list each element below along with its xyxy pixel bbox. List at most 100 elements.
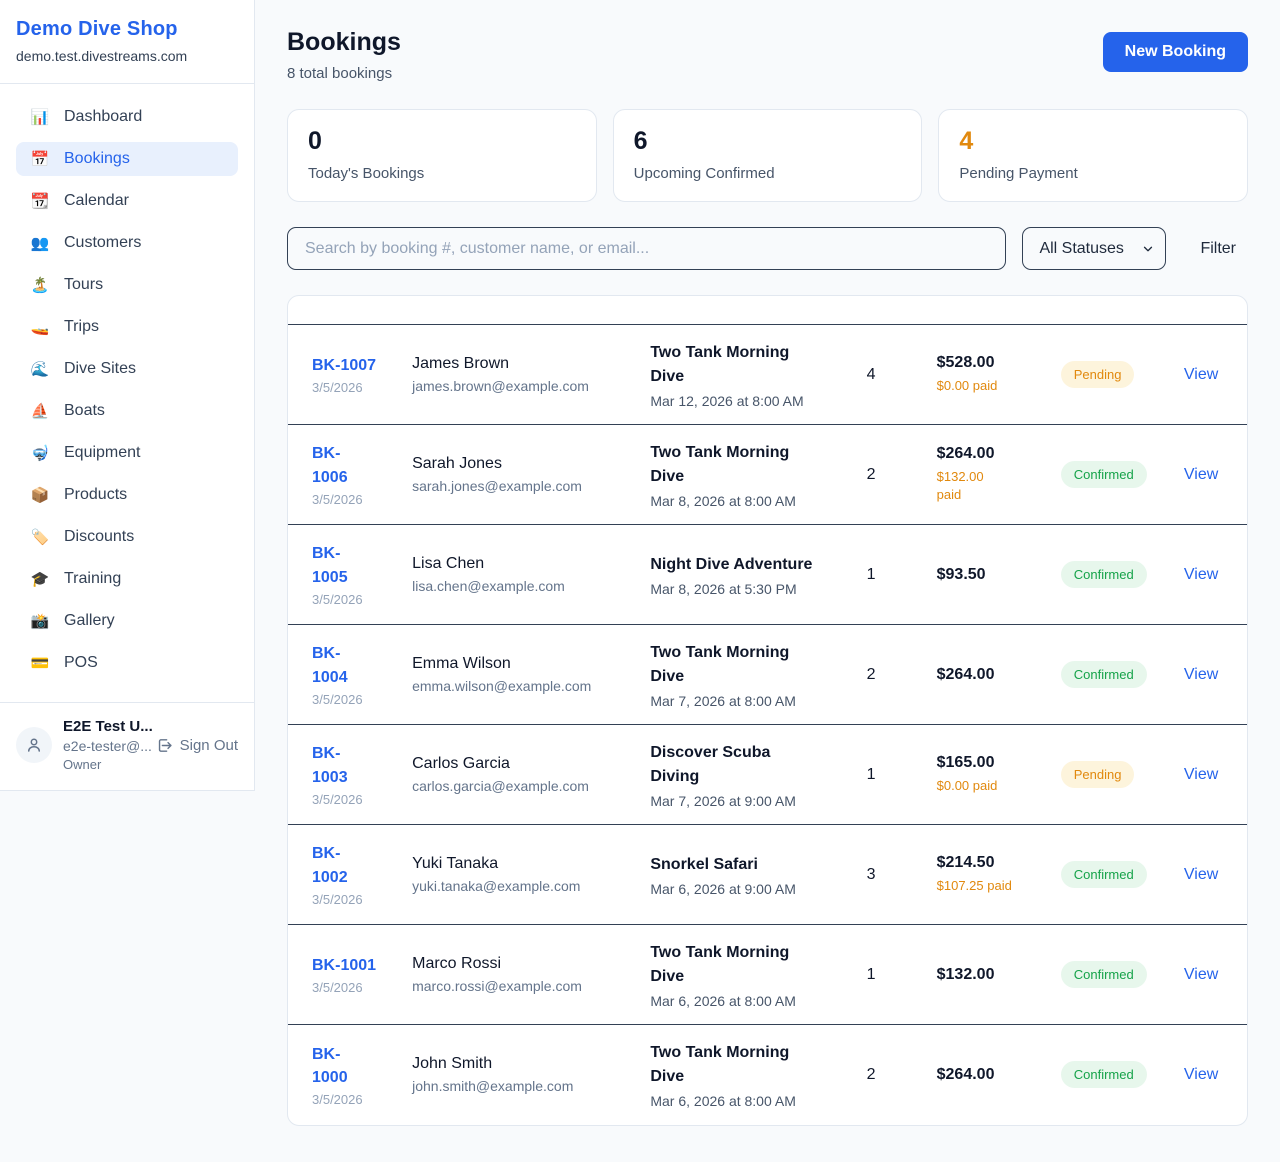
total-amount: $214.50	[936, 853, 995, 871]
calendar-icon: 📆	[30, 192, 50, 210]
booking-cell: BK- 1002 3/5/2026	[288, 825, 400, 925]
booking-id-link[interactable]: BK-1007	[312, 356, 377, 374]
customer-email: marco.rossi@example.com	[412, 978, 582, 994]
sidebar-item-products[interactable]: 📦 Products	[16, 478, 238, 512]
booking-id-link[interactable]: BK- 1006	[312, 445, 348, 486]
column-header	[1048, 296, 1172, 325]
sidebar-item-trips[interactable]: 🚤 Trips	[16, 310, 238, 344]
status-filter-select[interactable]: All Statuses	[1022, 227, 1167, 270]
view-booking-link[interactable]: View	[1183, 665, 1219, 683]
sidebar-item-discounts[interactable]: 🏷️ Discounts	[16, 520, 238, 554]
customer-email: carlos.garcia@example.com	[412, 778, 589, 794]
column-header	[924, 296, 1049, 325]
sidebar-item-label: Dashboard	[64, 108, 143, 125]
view-booking-link[interactable]: View	[1183, 965, 1219, 983]
view-booking-link[interactable]: View	[1183, 1065, 1219, 1083]
paid-amount: $0.00 paid	[936, 377, 998, 393]
bookings-icon: 📅	[30, 150, 50, 168]
sidebar-item-customers[interactable]: 👥 Customers	[16, 226, 238, 260]
customer-cell: Emma Wilson emma.wilson@example.com	[400, 625, 638, 725]
trip-name: Night Dive Adventure	[650, 555, 813, 573]
booking-cell: BK- 1000 3/5/2026	[288, 1025, 400, 1125]
trip-name: Two Tank Morning Dive	[650, 343, 790, 385]
sign-out-button[interactable]: Sign Out	[156, 737, 238, 754]
shop-domain: demo.test.divestreams.com	[16, 48, 188, 64]
trip-name: Two Tank Morning Dive	[650, 1043, 790, 1085]
view-cell: View	[1172, 825, 1247, 925]
booking-id-link[interactable]: BK-1001	[312, 956, 377, 974]
status-cell: Pending	[1049, 725, 1172, 825]
filter-button[interactable]: Filter	[1182, 240, 1248, 258]
total-cell: $264.00	[925, 625, 1049, 725]
booking-created-date: 3/5/2026	[312, 491, 363, 507]
training-icon: 🎓	[30, 570, 50, 588]
booking-id-link[interactable]: BK- 1003	[312, 745, 348, 786]
view-cell: View	[1172, 1025, 1247, 1125]
pax-count: 1	[866, 965, 876, 983]
page-subtitle: 8 total bookings	[287, 65, 393, 82]
table-header-row	[288, 296, 1247, 325]
sidebar-item-tours[interactable]: 🏝️ Tours	[16, 268, 238, 302]
sidebar-item-dive-sites[interactable]: 🌊 Dive Sites	[16, 352, 238, 386]
trip-cell: Two Tank Morning Dive Mar 8, 2026 at 8:0…	[638, 425, 854, 525]
paid-amount: $132.00 paid	[936, 468, 984, 502]
view-booking-link[interactable]: View	[1183, 765, 1219, 783]
trip-cell: Two Tank Morning Dive Mar 7, 2026 at 8:0…	[638, 625, 854, 725]
search-input[interactable]	[287, 227, 1007, 270]
trip-name: Snorkel Safari	[650, 855, 758, 873]
status-badge: Pending	[1060, 361, 1135, 388]
column-header	[854, 296, 925, 325]
status-badge: Confirmed	[1060, 461, 1147, 488]
sidebar-item-equipment[interactable]: 🤿 Equipment	[16, 436, 238, 470]
trip-cell: Two Tank Morning Dive Mar 12, 2026 at 8:…	[638, 325, 854, 425]
user-box: E2E Test U... e2e-tester@... Owner Sign …	[0, 702, 254, 790]
avatar	[16, 727, 52, 764]
sidebar-item-label: Dive Sites	[64, 360, 137, 377]
sidebar-item-label: Tours	[64, 276, 104, 293]
bookings-table-card: BK-1007 3/5/2026 James Brown james.brown…	[287, 295, 1248, 1126]
sidebar-item-training[interactable]: 🎓 Training	[16, 562, 238, 596]
sidebar-item-calendar[interactable]: 📆 Calendar	[16, 184, 238, 218]
status-badge: Confirmed	[1060, 561, 1147, 588]
column-header	[638, 296, 855, 325]
view-booking-link[interactable]: View	[1183, 565, 1219, 583]
new-booking-button[interactable]: New Booking	[1102, 32, 1248, 72]
status-cell: Confirmed	[1049, 825, 1172, 925]
view-cell: View	[1172, 725, 1247, 825]
customer-cell: James Brown james.brown@example.com	[400, 325, 638, 425]
status-badge: Confirmed	[1060, 661, 1147, 688]
table-row: BK- 1000 3/5/2026 John Smith john.smith@…	[288, 1024, 1247, 1125]
paid-amount: $107.25 paid	[936, 877, 1012, 893]
user-name: E2E Test U...	[63, 718, 153, 735]
table-row: BK-1001 3/5/2026 Marco Rossi marco.rossi…	[288, 924, 1247, 1025]
booking-id-link[interactable]: BK- 1004	[312, 645, 348, 686]
booking-id-link[interactable]: BK- 1002	[312, 845, 348, 886]
status-cell: Confirmed	[1049, 425, 1172, 525]
pax-count: 4	[866, 365, 876, 383]
customer-email: james.brown@example.com	[412, 378, 589, 394]
sidebar-item-label: Products	[64, 486, 128, 503]
booking-cell: BK- 1005 3/5/2026	[288, 525, 400, 625]
customer-name: Sarah Jones	[412, 455, 502, 472]
column-header	[400, 296, 639, 325]
trip-datetime: Mar 6, 2026 at 8:00 AM	[650, 992, 796, 1009]
booking-id-link[interactable]: BK- 1005	[312, 545, 348, 586]
sidebar-item-gallery[interactable]: 📸 Gallery	[16, 604, 238, 638]
sidebar-item-pos[interactable]: 💳 POS	[16, 646, 238, 680]
status-badge: Pending	[1060, 761, 1135, 788]
sidebar-item-boats[interactable]: ⛵ Boats	[16, 394, 238, 428]
view-booking-link[interactable]: View	[1183, 465, 1219, 483]
status-badge: Confirmed	[1060, 1061, 1147, 1089]
total-cell: $264.00	[925, 1025, 1049, 1125]
sidebar-item-label: POS	[64, 654, 98, 671]
stat-label: Upcoming Confirmed	[633, 165, 775, 182]
booking-cell: BK- 1006 3/5/2026	[288, 425, 400, 525]
sidebar-item-bookings[interactable]: 📅 Bookings	[16, 142, 238, 176]
view-booking-link[interactable]: View	[1183, 865, 1219, 883]
table-row: BK- 1006 3/5/2026 Sarah Jones sarah.jone…	[288, 424, 1247, 525]
view-booking-link[interactable]: View	[1183, 365, 1219, 383]
booking-id-link[interactable]: BK- 1000	[312, 1045, 348, 1086]
trip-datetime: Mar 7, 2026 at 8:00 AM	[650, 692, 796, 709]
sidebar-item-dashboard[interactable]: 📊 Dashboard	[16, 100, 238, 134]
